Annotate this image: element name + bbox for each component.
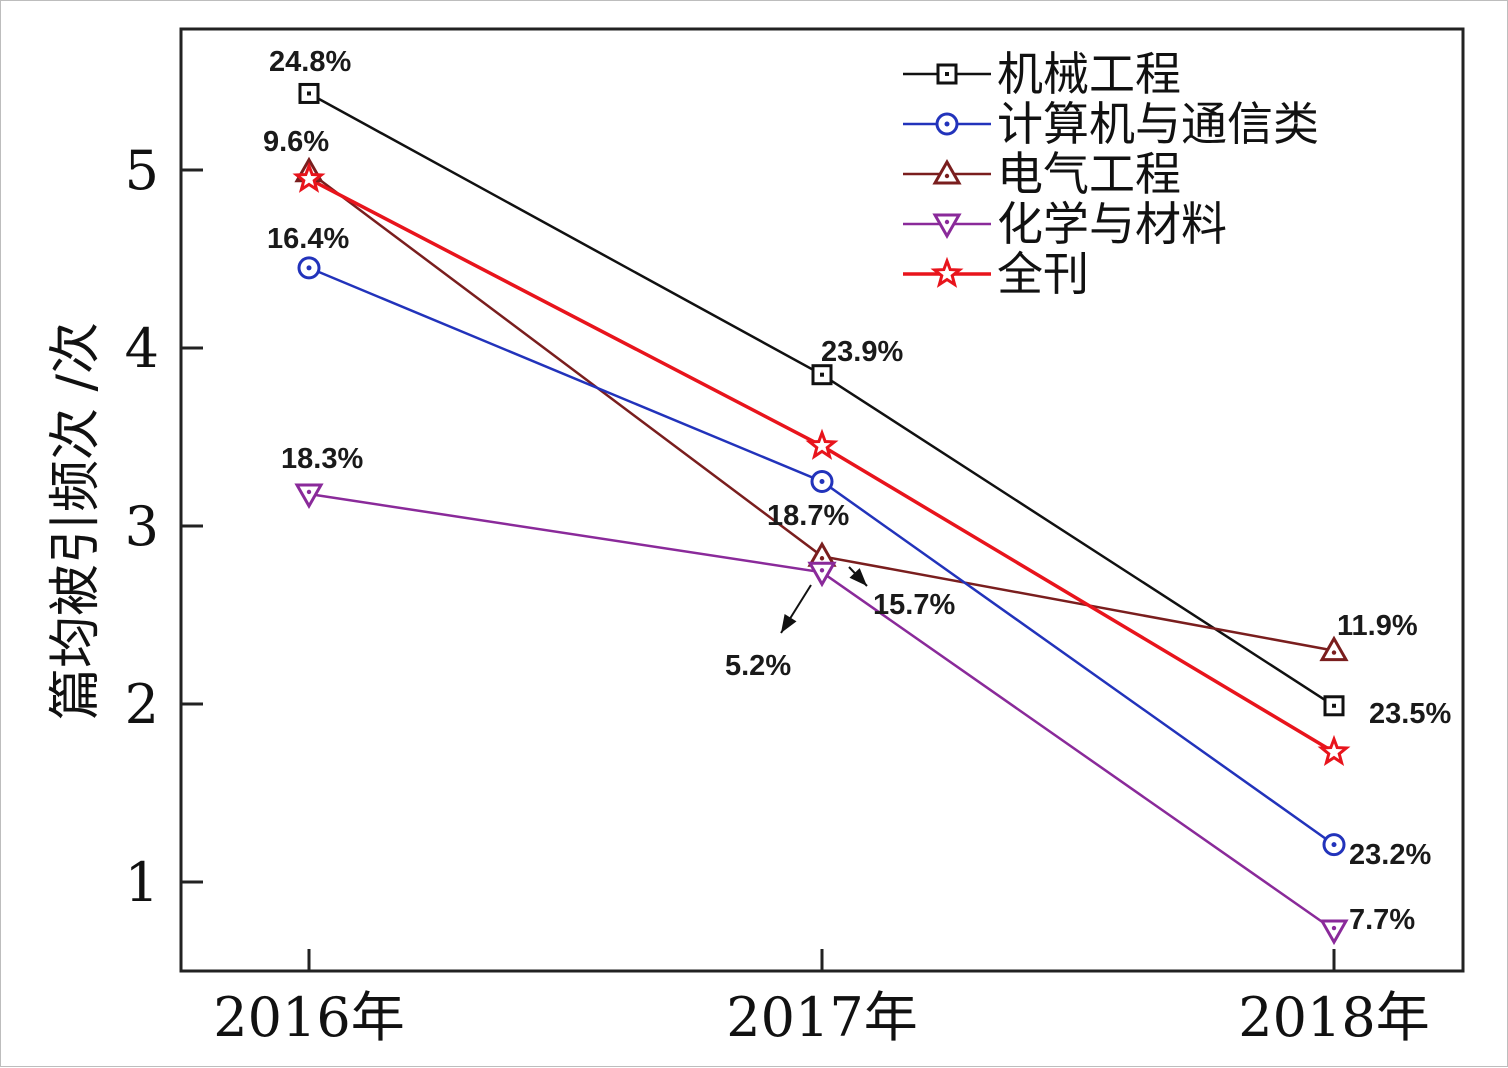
legend-marker-5	[930, 256, 964, 288]
legend-label-4: 化学与材料	[997, 197, 1227, 251]
series-1-point-1	[298, 82, 320, 104]
y-tick-label-2: 2	[125, 673, 159, 736]
legend-label-1: 机械工程	[997, 47, 1181, 101]
y-tick-label-1: 1	[125, 851, 159, 914]
data-label-s3-p3: 11.9%	[1337, 610, 1418, 642]
legend-label-3: 电气工程	[997, 147, 1181, 201]
series-4-point-1	[294, 483, 324, 509]
annotation-arrow-15-7	[848, 566, 868, 587]
legend-label-5: 全刊	[997, 247, 1089, 301]
data-label-s4-p1: 18.3%	[281, 443, 363, 475]
legend-entry-5: 全刊	[903, 247, 1089, 301]
y-tick-label-5: 5	[125, 139, 159, 202]
data-label-s1-p3: 23.5%	[1369, 698, 1451, 730]
data-label-s1-p2: 23.9%	[821, 336, 903, 368]
legend-entry-3: 电气工程	[903, 147, 1181, 201]
series-line-5	[308, 177, 1335, 754]
data-label-s2-p1: 16.4%	[267, 223, 349, 255]
series-4-point-3	[1319, 919, 1349, 946]
data-label-s4-p3: 7.7%	[1349, 904, 1415, 936]
legend-entry-2: 计算机与通信类	[903, 97, 1319, 151]
legend-marker-2	[935, 112, 959, 136]
annotation-arrow-5-2	[780, 584, 812, 634]
data-label-s3-p2: 15.7%	[873, 589, 955, 621]
series-5-point-3	[1317, 734, 1351, 767]
y-tick-label-4: 4	[125, 317, 159, 380]
legend-entry-4: 化学与材料	[903, 197, 1227, 251]
series-1-point-2	[811, 364, 833, 386]
series-markers	[292, 82, 1351, 946]
x-tick-label-3: 2018年	[1238, 986, 1429, 1049]
data-label-s4-p2: 5.2%	[725, 650, 791, 682]
data-label-s3-p1: 9.6%	[263, 126, 329, 158]
y-tick-label-3: 3	[125, 495, 159, 558]
series-2-point-2	[810, 470, 834, 493]
y-axis-label: 篇均被引频次 /次	[46, 322, 106, 720]
legend-marker-4	[932, 213, 962, 240]
x-tick-label-1: 2016年	[213, 986, 404, 1049]
legend-marker-3	[932, 158, 962, 185]
data-label-s1-p1: 24.8%	[269, 46, 351, 78]
data-labels: 24.8% 23.9% 23.5% 16.4% 23.2% 9.6% 15.7% 11.9% 1…	[263, 46, 1451, 936]
series-4-point-2	[807, 561, 837, 588]
series-5-point-2	[805, 428, 839, 460]
legend-label-2: 计算机与通信类	[997, 97, 1319, 151]
x-tick-label-2: 2017年	[726, 986, 917, 1049]
data-label-s5-p2: 18.7%	[767, 500, 849, 532]
series-5-point-1	[292, 161, 326, 193]
series-1-point-3	[1323, 695, 1345, 717]
series-3-point-3	[1319, 635, 1349, 662]
data-label-s2-p3: 23.2%	[1349, 839, 1431, 871]
legend-entry-1: 机械工程	[903, 47, 1181, 101]
series-2-point-1	[297, 256, 321, 280]
legend-marker-1	[936, 63, 958, 85]
series-2-point-3	[1322, 833, 1346, 857]
axes: 1 2 3 4 5 2016年 2017年 2018年	[125, 27, 1465, 1049]
